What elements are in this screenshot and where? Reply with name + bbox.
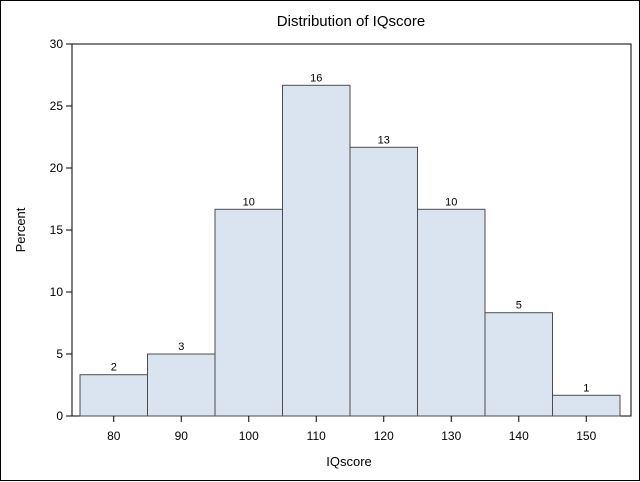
bars-group: 2 3 10 16 13 10 5 1: [79, 72, 621, 417]
y-tick-label-30: 30: [50, 37, 64, 51]
y-tick-label-0: 0: [56, 409, 63, 423]
bar-150: [552, 394, 621, 417]
y-tick-label-20: 20: [50, 161, 64, 175]
y-axis-label: Percent: [13, 207, 28, 252]
data-label-140: 5: [516, 300, 522, 312]
y-tick-label-5: 5: [56, 347, 63, 361]
y-axis: 0 5 10 15 20 25 30: [50, 37, 72, 423]
data-label-80: 2: [111, 362, 117, 374]
chart-title: Distribution of IQscore: [277, 13, 425, 30]
x-axis: 80 90 100 110 120 130 140 150: [107, 416, 597, 443]
data-label-100: 10: [243, 196, 255, 208]
x-tick-label-150: 150: [576, 429, 596, 443]
data-label-130: 10: [445, 196, 457, 208]
bar-90: [147, 353, 216, 417]
bar-140: [484, 312, 553, 417]
y-tick-label-25: 25: [50, 99, 64, 113]
bar-110: [282, 84, 351, 417]
x-tick-label-130: 130: [441, 429, 461, 443]
x-tick-label-80: 80: [107, 429, 121, 443]
data-label-150: 1: [583, 382, 589, 394]
x-tick-label-140: 140: [509, 429, 529, 443]
x-tick-label-110: 110: [307, 429, 326, 443]
data-label-120: 13: [378, 134, 390, 146]
x-tick-label-90: 90: [175, 429, 189, 443]
bar-100: [214, 208, 283, 417]
bar-130: [417, 208, 486, 417]
bar-80: [79, 374, 148, 417]
x-tick-label-120: 120: [374, 429, 394, 443]
x-axis-label: IQscore: [326, 454, 372, 469]
y-tick-label-15: 15: [50, 223, 64, 237]
x-tick-label-100: 100: [239, 429, 259, 443]
bar-120: [349, 146, 418, 417]
data-label-90: 3: [178, 341, 184, 353]
data-label-110: 16: [310, 72, 322, 84]
y-tick-label-10: 10: [50, 285, 64, 299]
